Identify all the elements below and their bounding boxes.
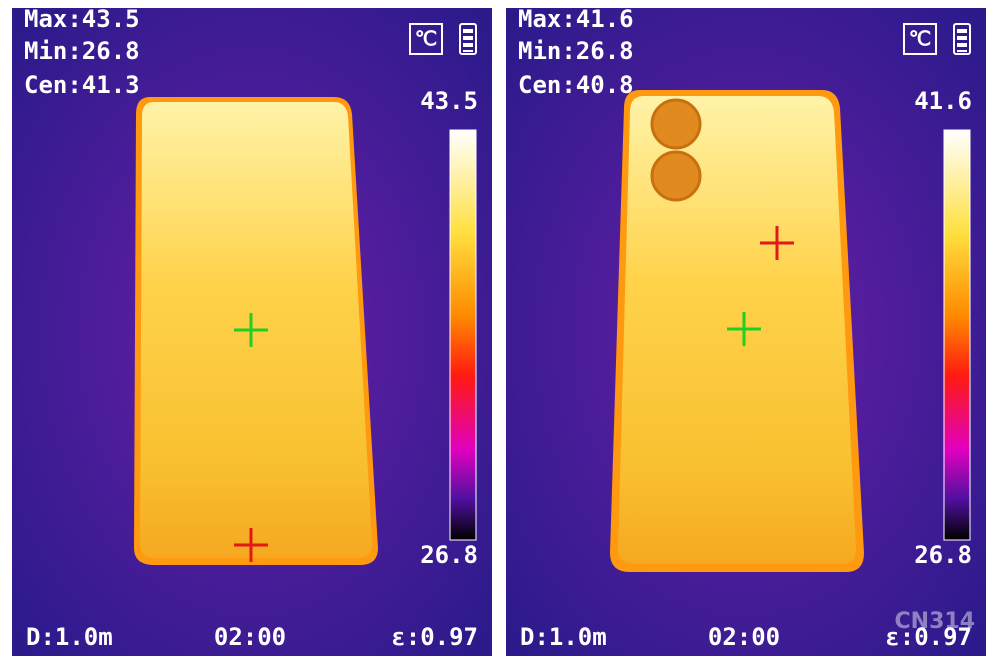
battery-icon	[953, 23, 971, 55]
emissivity: ε:0.97	[885, 623, 972, 651]
battery-level	[957, 29, 967, 52]
camera	[650, 98, 702, 150]
battery-icon	[459, 23, 477, 55]
distance: D:1.0m	[520, 623, 607, 651]
distance: D:1.0m	[26, 623, 113, 651]
max-reading: Max:41.6	[518, 5, 634, 33]
center-crosshair	[727, 312, 761, 346]
panel: Max:43.5 Min:26.8 Cen:41.3 ℃ 43.5 26.8 D…	[12, 5, 492, 656]
scale-min: 26.8	[420, 541, 478, 569]
battery-level	[463, 29, 473, 52]
color-scale	[449, 129, 477, 541]
center-reading: Cen:40.8	[518, 71, 634, 99]
camera	[650, 150, 702, 202]
center-reading: Cen:41.3	[24, 71, 140, 99]
panel: Max:41.6 Min:26.8 Cen:40.8 ℃ 41.6 26.8 D…	[506, 5, 986, 656]
scale-min: 26.8	[914, 541, 972, 569]
max-crosshair	[234, 528, 268, 562]
min-reading: Min:26.8	[518, 37, 634, 65]
unit: ℃	[415, 27, 437, 51]
watermark: CN314	[895, 609, 975, 634]
scale-max: 41.6	[914, 87, 972, 115]
time: 02:00	[214, 623, 286, 651]
max-reading: Max:43.5	[24, 5, 140, 33]
max-crosshair	[760, 226, 794, 260]
scale-max: 43.5	[420, 87, 478, 115]
center-crosshair	[234, 313, 268, 347]
emissivity: ε:0.97	[391, 623, 478, 651]
time: 02:00	[708, 623, 780, 651]
unit: ℃	[909, 27, 931, 51]
unit-icon	[409, 23, 443, 55]
unit-icon	[903, 23, 937, 55]
min-reading: Min:26.8	[24, 37, 140, 65]
color-scale	[943, 129, 971, 541]
